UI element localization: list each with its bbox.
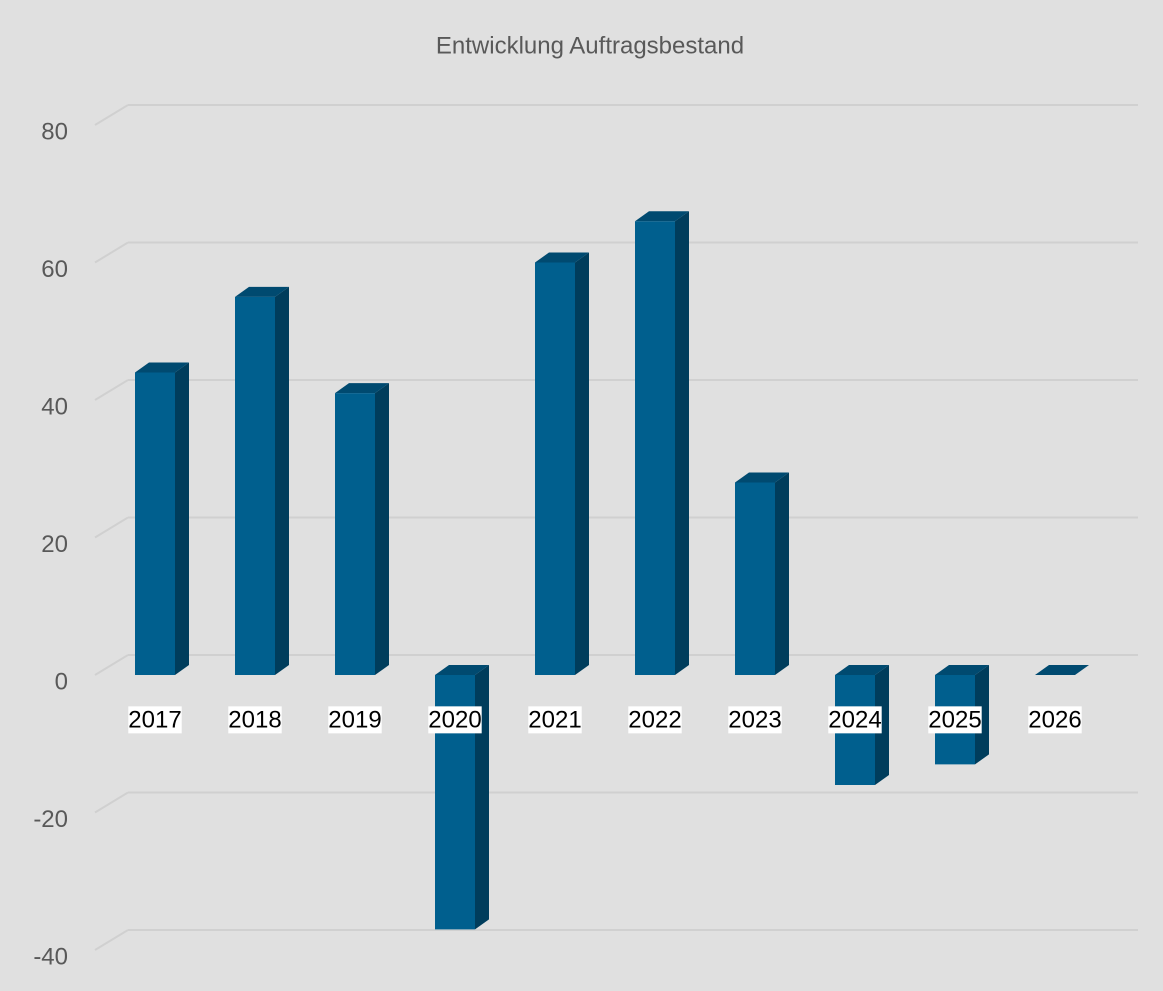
bar-top <box>735 472 789 483</box>
x-tick-label-background <box>128 706 182 734</box>
bar <box>735 482 775 675</box>
x-tick-label: 2018 <box>228 706 281 733</box>
x-tick-label-background <box>828 706 882 734</box>
grid-line-side <box>94 241 129 264</box>
x-tick-label: 2024 <box>828 706 881 733</box>
x-tick-label-background <box>928 706 982 734</box>
bar-top <box>235 286 289 297</box>
x-tick-label-background <box>328 706 382 734</box>
x-tick-label: 2020 <box>428 706 481 733</box>
x-tick-label-background <box>528 706 582 734</box>
y-tick-label: 20 <box>41 531 68 558</box>
grid-line-side <box>94 929 129 951</box>
bar-top <box>535 252 589 263</box>
x-tick-label-background <box>1028 706 1082 734</box>
x-tick-label-background <box>228 706 282 734</box>
bar <box>635 221 675 675</box>
bar-top <box>935 665 989 675</box>
bar-side <box>375 383 389 675</box>
bar-top <box>135 362 189 373</box>
x-tick-label: 2023 <box>728 706 781 733</box>
chart-title: Entwicklung Auftragsbestand <box>436 32 744 59</box>
y-tick-label: -20 <box>33 806 68 833</box>
bar-side <box>675 211 689 675</box>
x-tick-label: 2017 <box>128 706 181 733</box>
bar <box>535 262 575 675</box>
bar-side <box>575 252 589 675</box>
y-tick-label: -40 <box>33 943 68 970</box>
bar-top <box>435 665 489 675</box>
x-tick-label: 2022 <box>628 706 681 733</box>
x-tick-label: 2026 <box>1028 706 1081 733</box>
bar-side <box>475 665 489 930</box>
grid-line-side <box>94 516 129 539</box>
bar-top <box>1035 665 1089 675</box>
bar-side <box>975 665 989 765</box>
x-tick-label: 2021 <box>528 706 581 733</box>
x-tick-label: 2025 <box>928 706 981 733</box>
bar <box>135 372 175 675</box>
x-tick-label-background <box>428 706 482 734</box>
bar <box>335 393 375 675</box>
bar-side <box>175 362 189 675</box>
bar-top <box>635 211 689 222</box>
grid-line-side <box>94 379 129 401</box>
bar-side <box>875 665 889 785</box>
bar-top <box>835 665 889 675</box>
bar-side <box>775 472 789 675</box>
grid-line-side <box>94 791 129 814</box>
bar-top <box>335 383 389 394</box>
y-tick-label: 80 <box>41 118 68 145</box>
bar <box>235 296 275 675</box>
grid-line-side <box>94 654 129 676</box>
x-tick-label: 2019 <box>328 706 381 733</box>
x-tick-label-background <box>728 706 782 734</box>
x-tick-label-background <box>628 706 682 734</box>
grid-line-side <box>94 104 129 126</box>
y-tick-label: 0 <box>55 668 68 695</box>
bar-side <box>275 286 289 675</box>
y-tick-label: 40 <box>41 393 68 420</box>
y-tick-label: 60 <box>41 256 68 283</box>
